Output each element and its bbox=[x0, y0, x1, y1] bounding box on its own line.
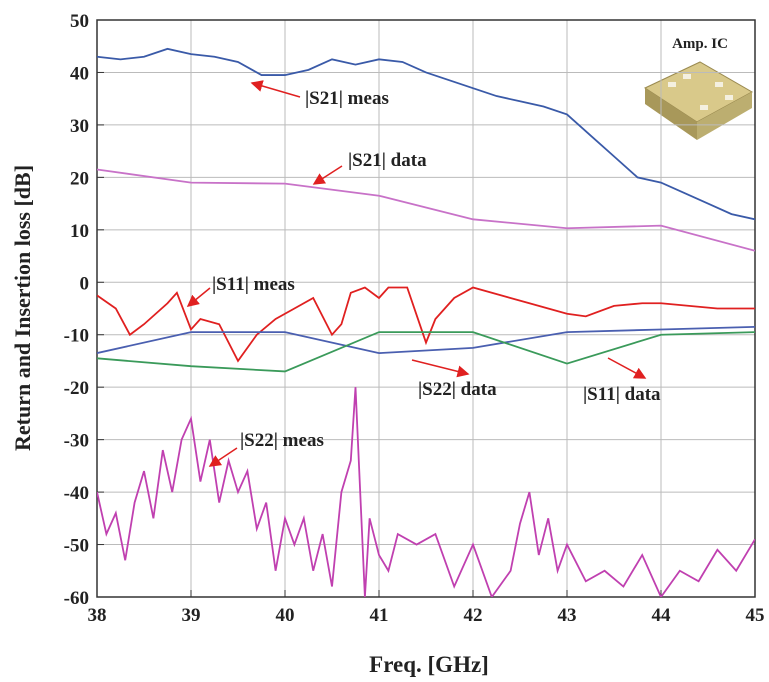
annotation-arrow bbox=[312, 165, 343, 185]
chip-icon bbox=[643, 61, 754, 140]
series-line bbox=[97, 168, 755, 252]
annotation-arrow bbox=[208, 447, 238, 467]
x-tick-label: 40 bbox=[276, 605, 295, 626]
inset-label: Amp. IC bbox=[672, 36, 728, 52]
x-tick-label: 41 bbox=[370, 605, 389, 626]
x-tick-label: 38 bbox=[88, 605, 107, 626]
annotation-arrow bbox=[250, 80, 301, 98]
series-line bbox=[97, 325, 755, 354]
x-tick-label: 45 bbox=[746, 605, 765, 626]
annotation: |S22| meas bbox=[240, 430, 324, 451]
series-line bbox=[97, 331, 755, 373]
annotation: |S21| meas bbox=[305, 88, 389, 109]
x-tick-label: 43 bbox=[558, 605, 577, 626]
y-tick-label: -20 bbox=[64, 378, 89, 399]
annotation: |S11| data bbox=[583, 384, 661, 405]
annotation-arrow bbox=[607, 357, 647, 379]
y-tick-label: -40 bbox=[64, 483, 89, 504]
y-tick-label: -50 bbox=[64, 536, 89, 557]
y-tick-label: 50 bbox=[70, 11, 89, 32]
y-tick-label: -60 bbox=[64, 588, 89, 609]
x-tick-label: 44 bbox=[652, 605, 672, 626]
annotation-arrow bbox=[186, 287, 211, 307]
y-tick-label: 20 bbox=[70, 168, 89, 189]
y-tick-label: 30 bbox=[70, 116, 89, 137]
series-line bbox=[97, 47, 755, 221]
y-tick-label: 0 bbox=[80, 273, 90, 294]
x-tick-label: 42 bbox=[464, 605, 483, 626]
series-line bbox=[97, 286, 755, 363]
series-line bbox=[97, 387, 755, 597]
y-axis-label: Return and Insertion loss [dB] bbox=[10, 165, 35, 451]
annotation: |S22| data bbox=[418, 379, 497, 400]
y-tick-label: 40 bbox=[70, 63, 89, 84]
x-tick-label: 39 bbox=[182, 605, 201, 626]
annotation: |S21| data bbox=[348, 150, 427, 171]
y-tick-label: -10 bbox=[64, 326, 89, 347]
x-axis-label: Freq. [GHz] bbox=[369, 652, 489, 677]
annotation: |S11| meas bbox=[212, 274, 295, 295]
annotation-arrow bbox=[411, 359, 470, 378]
y-tick-label: 10 bbox=[70, 221, 89, 242]
y-tick-label: -30 bbox=[64, 431, 89, 452]
